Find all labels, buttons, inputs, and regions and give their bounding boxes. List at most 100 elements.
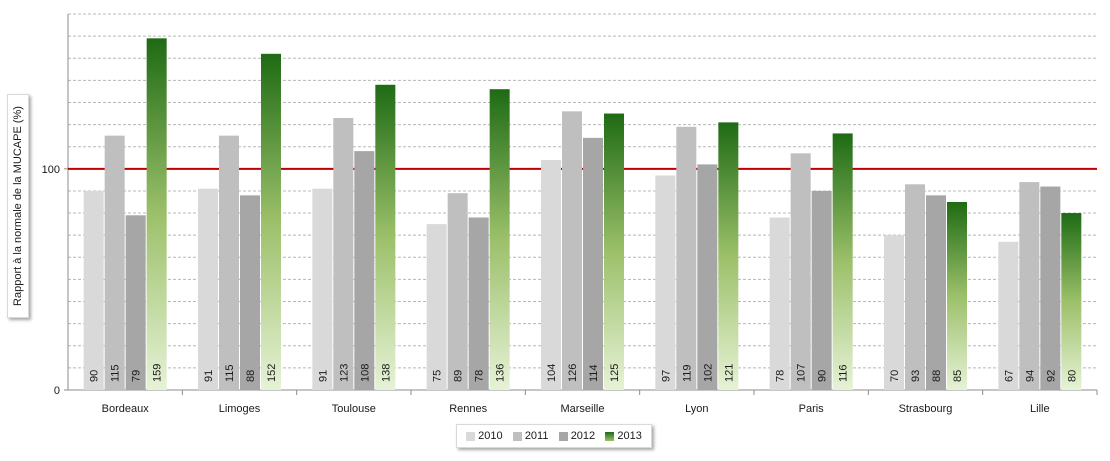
bar-2013 <box>146 38 167 391</box>
data-label: 125 <box>609 364 621 382</box>
data-label: 88 <box>931 370 943 382</box>
bar-2012 <box>697 164 718 390</box>
bar-2010 <box>998 241 1019 390</box>
legend-swatch <box>466 431 476 441</box>
data-label: 159 <box>152 364 164 382</box>
bar-2013 <box>375 84 396 390</box>
bar-2013 <box>718 122 739 391</box>
legend-swatch <box>512 431 522 441</box>
legend-label: 2010 <box>478 430 503 442</box>
data-label: 89 <box>453 370 465 382</box>
x-tick-label: Marseille <box>560 403 604 415</box>
data-label: 152 <box>266 364 278 382</box>
bar-2011 <box>219 135 239 390</box>
bar-2013 <box>947 202 967 390</box>
bar-2011 <box>333 117 354 390</box>
bar-2011 <box>905 184 925 390</box>
gridlines <box>68 13 1097 369</box>
data-label: 79 <box>131 370 143 382</box>
data-label: 80 <box>1066 370 1078 382</box>
y-axis-label: Rapport à la normale de la MUCAPE (%) <box>12 106 24 306</box>
data-label: 115 <box>224 364 236 382</box>
bar-2010 <box>312 188 333 390</box>
data-label: 78 <box>474 370 486 382</box>
y-tick-label: 100 <box>42 164 60 176</box>
x-tick-label: Paris <box>799 403 825 415</box>
bar-2012 <box>354 151 375 390</box>
data-label: 121 <box>723 364 735 382</box>
bar-2011 <box>790 153 811 390</box>
bar-2011 <box>1019 182 1040 390</box>
data-label: 90 <box>817 370 829 382</box>
data-label: 138 <box>380 364 392 382</box>
data-label: 108 <box>359 364 371 382</box>
bar-2013 <box>832 133 853 390</box>
bar-2010 <box>769 217 790 390</box>
bar-2011 <box>562 111 582 390</box>
bar-2011 <box>104 135 125 390</box>
axes: 0 100 Bordeaux Limoges Toulouse Rennes Marseil… <box>42 14 1098 415</box>
data-label: 67 <box>1003 370 1015 382</box>
x-tick-label: Limoges <box>219 403 261 415</box>
data-label: 115 <box>110 364 122 382</box>
data-label: 104 <box>546 364 558 382</box>
legend-item: 2013 <box>605 430 642 442</box>
data-label: 97 <box>660 370 672 382</box>
bar-2010 <box>198 188 218 390</box>
data-labels: 90 115 79 159 91 115 88 152 91 123 108 138 75 89 78 136… <box>89 364 1079 382</box>
bars <box>83 38 1082 391</box>
legend-swatch <box>558 431 568 441</box>
data-label: 126 <box>567 364 579 382</box>
x-tick-label: Lille <box>1030 403 1050 415</box>
x-tick-label: Rennes <box>449 403 487 415</box>
data-label: 90 <box>89 370 101 382</box>
data-label: 94 <box>1024 370 1036 382</box>
data-label: 107 <box>796 364 808 382</box>
y-axis-label-box: Rapport à la normale de la MUCAPE (%) <box>7 94 29 318</box>
bar-2012 <box>811 190 832 390</box>
data-label: 93 <box>910 370 922 382</box>
data-label: 136 <box>495 364 507 382</box>
legend-label: 2012 <box>570 430 596 442</box>
bar-2013 <box>604 113 624 390</box>
bar-2012 <box>583 137 603 390</box>
bar-2012 <box>125 215 146 390</box>
bar-2013 <box>1061 213 1082 390</box>
data-label: 88 <box>245 370 257 382</box>
data-label: 75 <box>432 370 444 382</box>
bar-2010 <box>426 224 447 390</box>
data-label: 78 <box>775 370 787 382</box>
bar-2013 <box>261 53 281 390</box>
legend-label: 2013 <box>617 430 642 442</box>
bar-2012 <box>468 217 489 390</box>
data-label: 114 <box>588 364 600 382</box>
bar-2012 <box>926 195 946 390</box>
data-label: 92 <box>1045 370 1057 382</box>
x-tick-label: Toulouse <box>332 403 376 415</box>
legend-item: 2012 <box>558 430 596 442</box>
data-label: 91 <box>317 370 329 382</box>
bar-2013 <box>489 89 510 390</box>
bar-2010 <box>541 159 561 390</box>
bar-2010 <box>884 235 904 390</box>
data-label: 123 <box>338 364 350 382</box>
legend-item: 2011 <box>512 430 549 442</box>
data-label: 70 <box>889 370 901 382</box>
legend-item: 2010 <box>466 430 503 442</box>
bar-2010 <box>655 175 676 390</box>
legend-swatch <box>605 431 615 441</box>
legend: 2010 2011 2012 2013 <box>456 424 652 448</box>
bar-2012 <box>1040 186 1061 390</box>
bar-2010 <box>83 190 104 390</box>
data-label: 91 <box>203 370 215 382</box>
data-label: 119 <box>681 364 693 382</box>
bar-2012 <box>240 195 260 390</box>
y-tick-label: 0 <box>54 385 60 397</box>
data-label: 116 <box>838 364 850 382</box>
legend-label: 2011 <box>524 430 549 442</box>
data-label: 85 <box>952 370 964 382</box>
x-tick-label: Lyon <box>685 403 708 415</box>
data-label: 102 <box>702 364 714 382</box>
